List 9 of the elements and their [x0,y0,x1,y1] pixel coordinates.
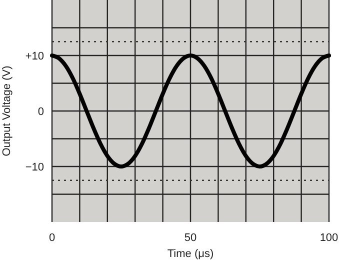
line-series [50,54,331,168]
y-tick-label: 0 [38,106,44,118]
x-axis-title: Time (μs) [167,248,214,260]
y-tick-label: +10 [25,50,44,62]
x-tick-label: 0 [48,232,56,244]
y-axis-title: Output Voltage (V) [1,66,13,156]
x-tick-label: 50 [184,232,197,244]
x-tick-label: 100 [320,232,338,244]
y-tick-label: −10 [25,162,44,174]
